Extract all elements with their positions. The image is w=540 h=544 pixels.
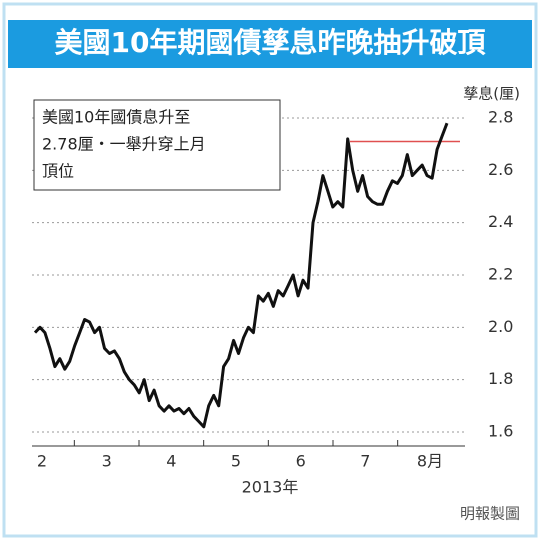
annotation: 美國10年國債息升至 [42,108,190,127]
frame [2,2,538,538]
y-tick-label: 2.2 [488,265,513,284]
annotation-box [33,99,281,191]
chart-title: 美國10年期國債孳息昨晚抽升破頂 [55,26,487,59]
x-tick-label: 2 [37,452,47,471]
annotation: 頂位 [42,162,74,181]
y-tick-label: 2.0 [488,317,513,336]
title-banner [8,20,532,68]
x-axis-label: 2013年 [242,478,299,497]
source: 明報製圖 [460,505,520,523]
x-tick-label: 6 [296,452,306,471]
y-tick-label: 2.8 [488,108,513,127]
y-tick-label: 1.8 [488,369,513,388]
x-tick-label: 5 [231,452,241,471]
x-tick-label: 3 [102,452,112,471]
line-series [33,122,449,429]
x-tick-label: 4 [166,452,176,471]
x-tick-label: 7 [360,452,370,471]
y-tick-label: 2.4 [488,212,513,231]
y-tick-label: 1.6 [488,422,513,441]
y-axis-label: 孳息(厘) [463,85,520,103]
x-tick-label: 8月 [417,452,443,471]
annotation: 2.78厘・一舉升穿上月 [42,135,206,154]
y-tick-label: 2.6 [488,160,513,179]
